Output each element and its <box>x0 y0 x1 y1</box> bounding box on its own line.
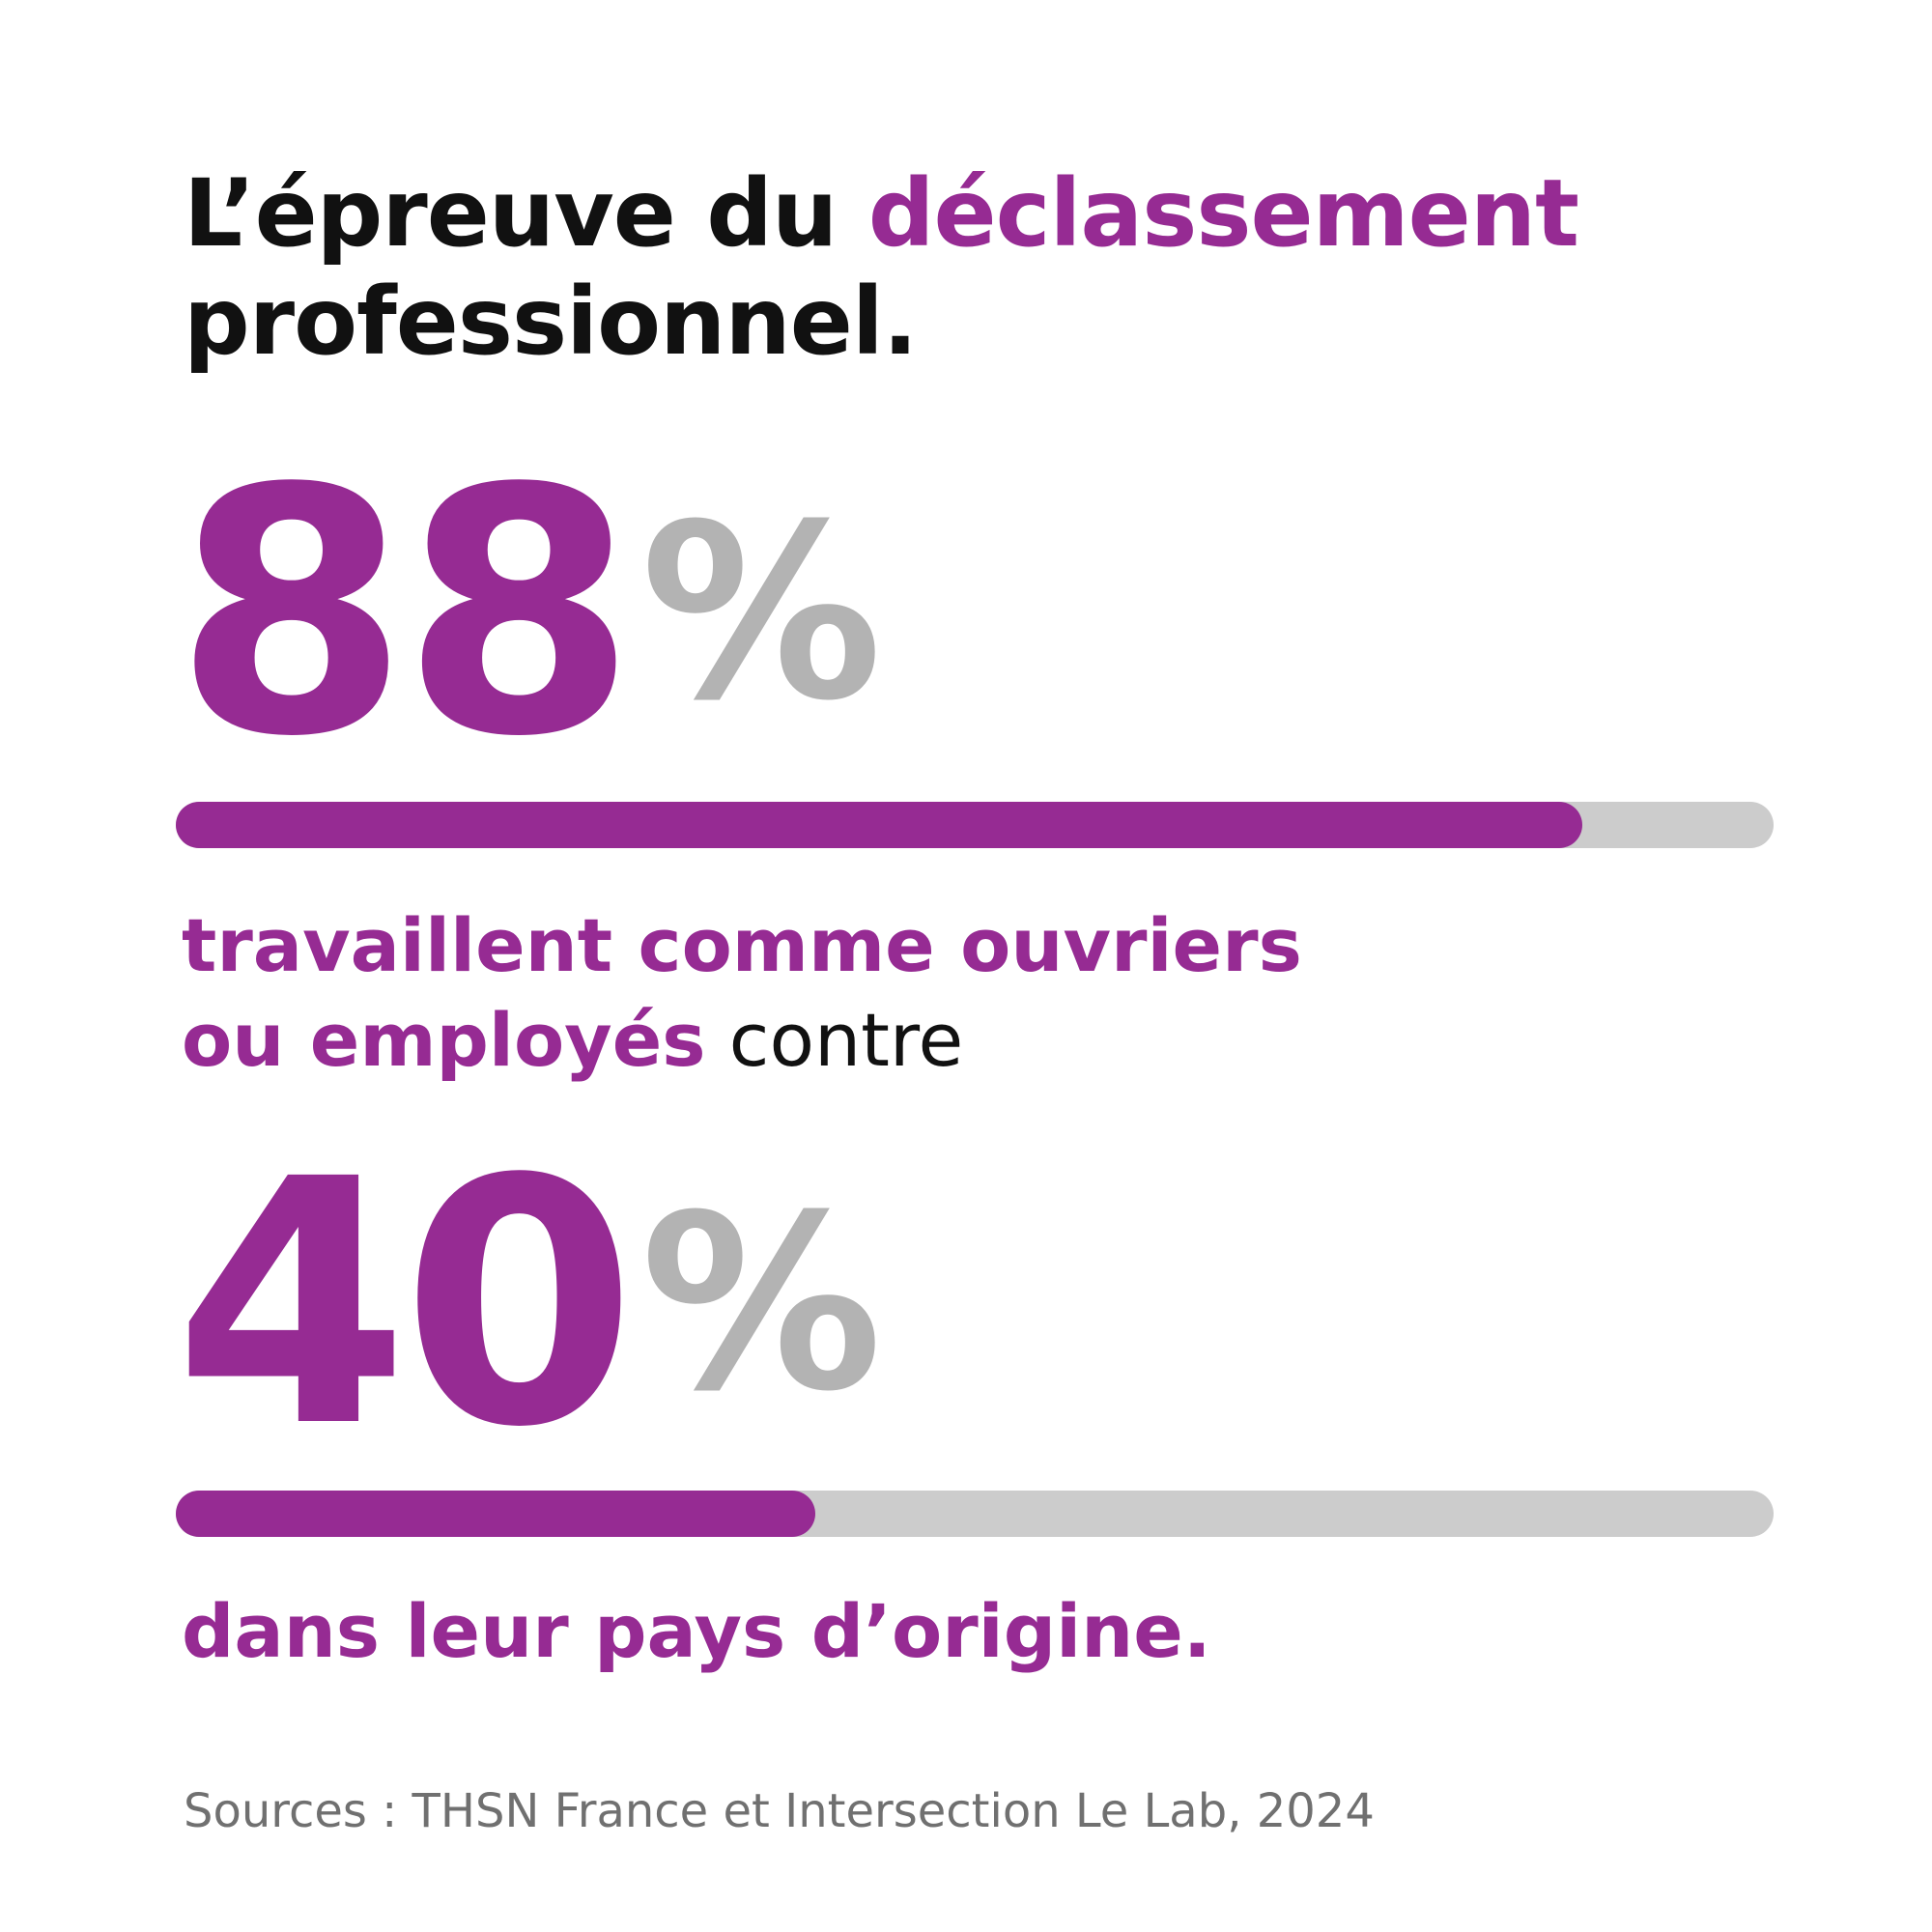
progress-fill-2 <box>176 1491 815 1537</box>
stat-value-1: 88% <box>174 416 883 810</box>
caption-1-line-1: travaillent comme ouvriers <box>182 902 1302 988</box>
progress-bar-1 <box>176 802 1774 848</box>
stat-number-1: 88 <box>174 416 637 810</box>
progress-bar-2 <box>176 1491 1774 1537</box>
stat-number-2: 40 <box>174 1107 637 1501</box>
title-part-1: L’épreuve du <box>184 159 868 268</box>
caption-2-text: dans leur pays d’origine. <box>182 1588 1211 1674</box>
title-line-2: professionnel. <box>184 268 918 376</box>
percent-sign-1: % <box>640 472 883 753</box>
percent-sign-2: % <box>640 1163 883 1444</box>
caption-1-line-2-plain: contre <box>705 997 964 1083</box>
stat-value-2: 40% <box>174 1107 883 1501</box>
caption-1-line-2-accent: ou employés <box>182 997 706 1083</box>
page-title: L’épreuve du déclassement professionnel. <box>184 159 1579 376</box>
source-note: Sources : THSN France et Intersection Le… <box>184 1784 1375 1838</box>
title-accent: déclassement <box>867 159 1579 268</box>
progress-fill-1 <box>176 802 1582 848</box>
stat-caption-1: travaillent comme ouvriers ou employés c… <box>182 898 1302 1088</box>
stat-caption-2: dans leur pays d’origine. <box>182 1584 1211 1679</box>
